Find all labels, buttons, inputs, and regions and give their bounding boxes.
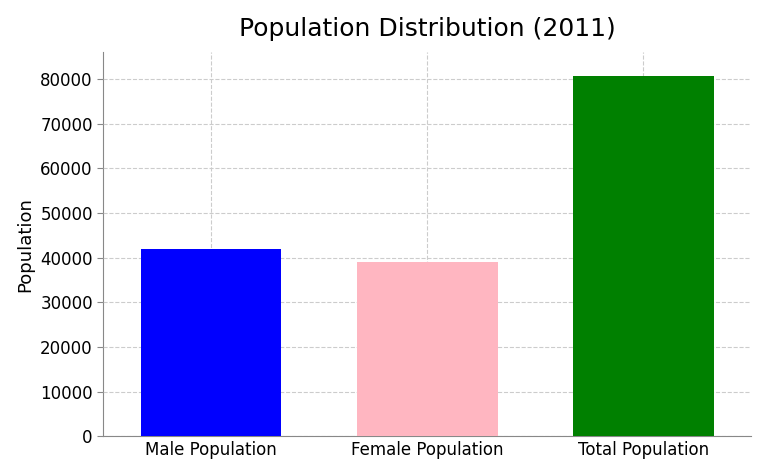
Bar — [357, 262, 498, 436]
Bar — [573, 76, 713, 436]
Y-axis label: Population: Population — [17, 197, 35, 292]
Title: Population Distribution (2011): Population Distribution (2011) — [239, 17, 616, 40]
Bar — [141, 249, 282, 436]
